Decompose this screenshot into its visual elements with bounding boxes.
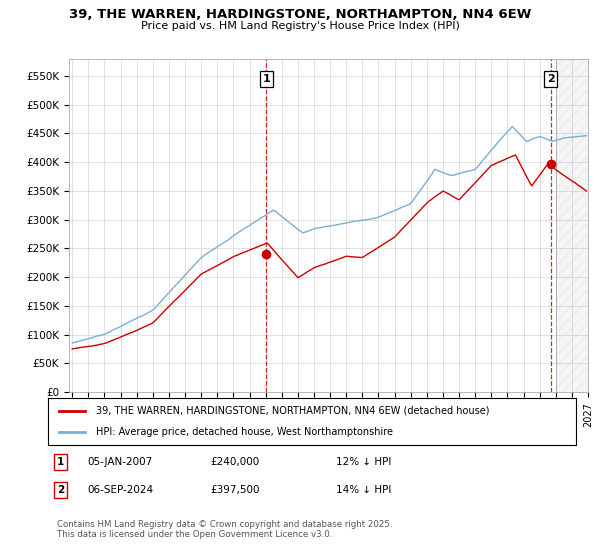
Text: 05-JAN-2007: 05-JAN-2007 bbox=[87, 457, 152, 467]
Text: Contains HM Land Registry data © Crown copyright and database right 2025.
This d: Contains HM Land Registry data © Crown c… bbox=[57, 520, 392, 539]
Text: Price paid vs. HM Land Registry's House Price Index (HPI): Price paid vs. HM Land Registry's House … bbox=[140, 21, 460, 31]
Text: 39, THE WARREN, HARDINGSTONE, NORTHAMPTON, NN4 6EW (detached house): 39, THE WARREN, HARDINGSTONE, NORTHAMPTO… bbox=[95, 406, 489, 416]
Text: £397,500: £397,500 bbox=[210, 485, 260, 495]
Text: 1: 1 bbox=[57, 457, 64, 467]
Text: 2: 2 bbox=[57, 485, 64, 495]
Text: 39, THE WARREN, HARDINGSTONE, NORTHAMPTON, NN4 6EW: 39, THE WARREN, HARDINGSTONE, NORTHAMPTO… bbox=[69, 8, 531, 21]
Text: 06-SEP-2024: 06-SEP-2024 bbox=[87, 485, 153, 495]
Text: 12% ↓ HPI: 12% ↓ HPI bbox=[336, 457, 391, 467]
Bar bbox=[556, 59, 588, 392]
Text: 1: 1 bbox=[263, 74, 271, 84]
Text: £240,000: £240,000 bbox=[210, 457, 259, 467]
Text: 14% ↓ HPI: 14% ↓ HPI bbox=[336, 485, 391, 495]
Text: 2: 2 bbox=[547, 74, 554, 84]
Text: HPI: Average price, detached house, West Northamptonshire: HPI: Average price, detached house, West… bbox=[95, 427, 392, 437]
